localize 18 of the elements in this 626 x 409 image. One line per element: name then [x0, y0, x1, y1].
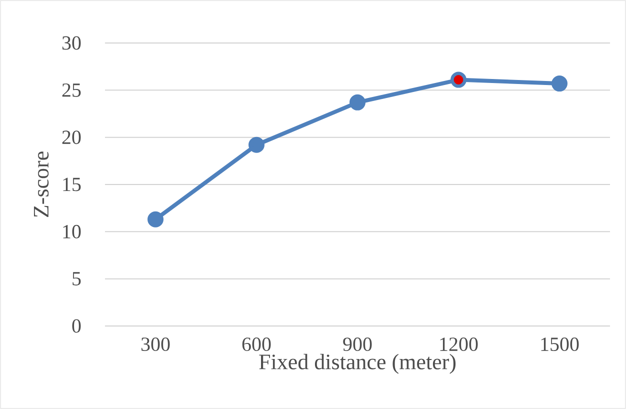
x-tick-label: 1200 [440, 338, 478, 352]
x-axis-title: Fixed distance (meter) [259, 354, 456, 374]
x-tick-label: 1500 [541, 338, 579, 352]
y-tick-label: 0 [72, 319, 81, 333]
x-tick-label: 600 [242, 338, 271, 352]
y-tick-label: 5 [72, 272, 81, 286]
y-tick-label: 30 [62, 36, 81, 50]
x-tick-label: 300 [141, 338, 170, 352]
y-axis-title: Z-score [34, 152, 49, 218]
y-tick-label: 15 [63, 178, 81, 192]
y-tick-label: 20 [62, 130, 81, 144]
point [552, 76, 568, 92]
point [350, 94, 366, 110]
y-tick-label: 10 [63, 224, 81, 238]
point [148, 211, 164, 228]
x-tick-label: 900 [343, 338, 372, 352]
point [248, 136, 265, 153]
y-tick-label: 25 [62, 83, 81, 97]
